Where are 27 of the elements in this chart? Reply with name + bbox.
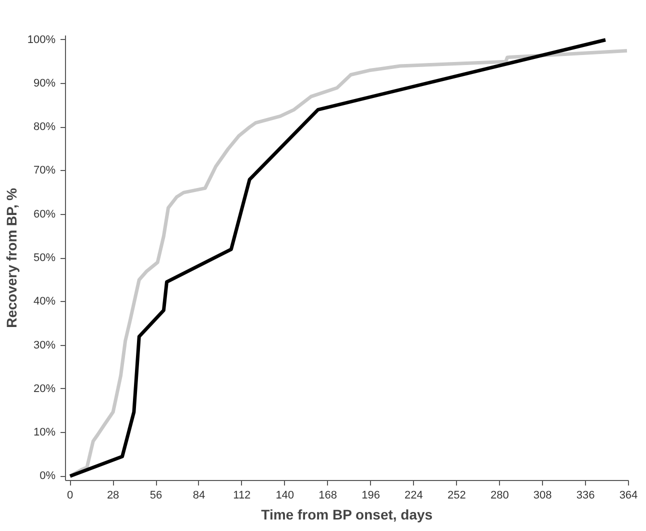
x-tick-label: 112: [233, 490, 251, 502]
x-tick-label: 0: [67, 490, 74, 502]
x-tick-label: 308: [533, 490, 552, 502]
y-tick-label: 40%: [33, 296, 56, 308]
y-axis-title: Recovery from BP, %: [3, 188, 20, 328]
x-tick-label: 364: [619, 490, 638, 502]
x-tick-label: 56: [150, 490, 162, 502]
x-tick-label: 280: [490, 490, 509, 502]
x-tick-label: 140: [276, 490, 294, 502]
x-tick-label: 28: [106, 490, 120, 502]
x-axis-title: Time from BP onset, days: [261, 506, 433, 522]
y-tick-label: 70%: [33, 164, 56, 177]
x-tick-label: 84: [192, 490, 206, 502]
y-tick-label: 100%: [27, 34, 56, 46]
y-tick-label: 60%: [33, 208, 56, 220]
y-tick-label: 50%: [33, 252, 56, 264]
y-tick-label: 20%: [33, 382, 56, 395]
x-tick-label: 196: [362, 490, 380, 502]
x-tick-label: 168: [318, 490, 338, 502]
y-tick-label: 10%: [33, 426, 56, 439]
y-tick-label: 90%: [33, 77, 56, 90]
y-tick-label: 0%: [40, 470, 56, 482]
x-tick-label: 336: [576, 490, 595, 502]
x-tick-label: 224: [404, 490, 423, 502]
y-tick-label: 80%: [33, 121, 56, 134]
y-tick-label: 30%: [33, 339, 56, 352]
x-tick-label: 252: [448, 490, 466, 502]
